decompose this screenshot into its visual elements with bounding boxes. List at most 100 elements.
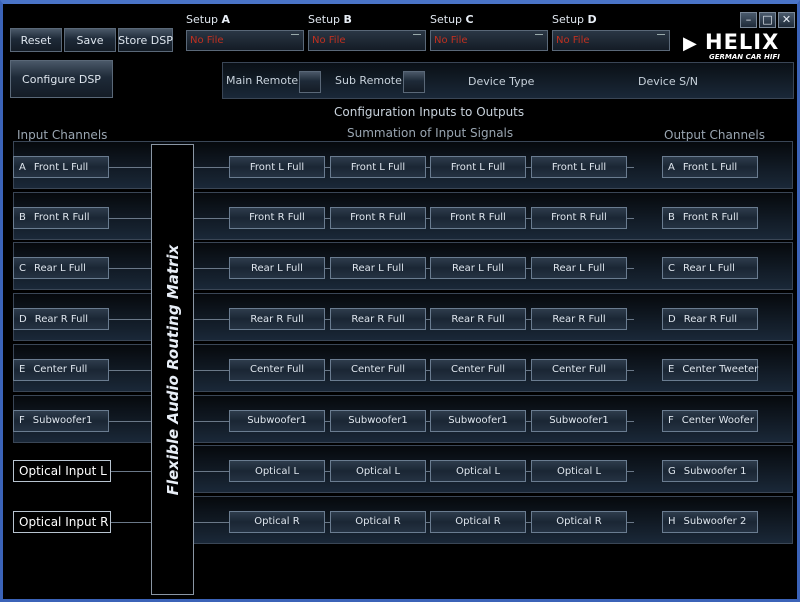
channel-label: Front R Full bbox=[33, 212, 90, 224]
summation-slot[interactable]: Rear L Full bbox=[531, 257, 627, 280]
setup-letter: A bbox=[221, 13, 231, 26]
channel-label: Center Tweeter bbox=[682, 364, 759, 376]
summation-slot[interactable]: Subwoofer1 bbox=[531, 409, 627, 432]
optical-input[interactable]: Optical Input L bbox=[13, 460, 111, 483]
routing-matrix-button[interactable]: Flexible Audio Routing Matrix bbox=[151, 144, 194, 595]
channel-label: Front L Full bbox=[33, 161, 89, 173]
output-channel-b[interactable]: B Front R Full bbox=[662, 206, 758, 229]
channel-label: Subwoofer 2 bbox=[683, 516, 747, 528]
channel-label: Center Woofer bbox=[681, 415, 754, 426]
setup-prefix: Setup bbox=[308, 13, 341, 26]
channel-label: Rear L Full bbox=[682, 262, 735, 274]
summation-slot[interactable]: Rear R Full bbox=[430, 308, 526, 331]
summation-slot[interactable]: Front R Full bbox=[430, 206, 526, 229]
channel-label: Rear R Full bbox=[683, 313, 737, 325]
channel-label: Front R Full bbox=[682, 212, 739, 224]
summation-slot[interactable]: Front R Full bbox=[229, 206, 325, 229]
input-channel-d[interactable]: D Rear R Full bbox=[13, 308, 109, 331]
summation-slot[interactable]: Optical R bbox=[229, 510, 325, 533]
channel-key: A bbox=[668, 161, 675, 173]
summation-slot[interactable]: Optical L bbox=[531, 460, 627, 483]
input-channel-f[interactable]: F Subwoofer1 bbox=[13, 409, 109, 432]
input-channels-heading: Input Channels bbox=[17, 128, 108, 142]
summation-slot[interactable]: Rear L Full bbox=[430, 257, 526, 280]
summation-slot[interactable]: Front L Full bbox=[531, 156, 627, 178]
summation-slot[interactable]: Optical L bbox=[229, 460, 325, 483]
summation-slot[interactable]: Center Full bbox=[229, 358, 325, 381]
setup-c-file[interactable]: No File bbox=[430, 30, 548, 51]
input-channel-b[interactable]: B Front R Full bbox=[13, 206, 109, 229]
setup-prefix: Setup bbox=[552, 13, 585, 26]
summation-slot[interactable]: Center Full bbox=[330, 358, 426, 381]
channel-key: G bbox=[668, 465, 676, 477]
summation-slot[interactable]: Center Full bbox=[531, 358, 627, 381]
sub-remote-toggle[interactable] bbox=[403, 71, 425, 93]
device-type-label: Device Type bbox=[468, 75, 535, 88]
summation-slot[interactable]: Center Full bbox=[430, 358, 526, 381]
sub-remote-label: Sub Remote bbox=[335, 74, 402, 87]
channel-key: D bbox=[668, 313, 676, 325]
setup-a-label: Setup A bbox=[186, 13, 230, 26]
summation-slot[interactable]: Subwoofer1 bbox=[229, 409, 325, 432]
minimize-icon[interactable]: – bbox=[740, 12, 757, 28]
reset-button[interactable]: Reset bbox=[10, 28, 62, 52]
summation-slot[interactable]: Front L Full bbox=[430, 156, 526, 178]
output-channel-a[interactable]: A Front L Full bbox=[662, 156, 758, 178]
summation-slot[interactable]: Optical L bbox=[430, 460, 526, 483]
channel-key: B bbox=[668, 212, 675, 224]
device-panel: Main Remote Sub Remote Device Type Devic… bbox=[222, 62, 794, 99]
summation-slot[interactable]: Rear L Full bbox=[330, 257, 426, 280]
setup-d-file[interactable]: No File bbox=[552, 30, 670, 51]
summation-slot[interactable]: Front R Full bbox=[531, 206, 627, 229]
config-heading: Configuration Inputs to Outputs bbox=[334, 105, 525, 119]
summation-slot[interactable]: Optical R bbox=[430, 510, 526, 533]
setup-c-label: Setup C bbox=[430, 13, 474, 26]
summation-slot[interactable]: Subwoofer1 bbox=[430, 409, 526, 432]
setup-prefix: Setup bbox=[430, 13, 463, 26]
output-channel-h[interactable]: H Subwoofer 2 bbox=[662, 510, 758, 533]
summation-slot[interactable]: Rear R Full bbox=[229, 308, 325, 331]
channel-label: Rear L Full bbox=[33, 262, 86, 274]
setup-a-file[interactable]: No File bbox=[186, 30, 304, 51]
summation-slot[interactable]: Optical L bbox=[330, 460, 426, 483]
summation-slot[interactable]: Front L Full bbox=[229, 156, 325, 178]
optical-input[interactable]: Optical Input R bbox=[13, 510, 111, 533]
setup-b-file[interactable]: No File bbox=[308, 30, 426, 51]
output-channel-c[interactable]: C Rear L Full bbox=[662, 257, 758, 280]
channel-key: E bbox=[668, 364, 675, 376]
summation-slot[interactable]: Rear R Full bbox=[330, 308, 426, 331]
output-channel-f[interactable]: F Center Woofer bbox=[662, 409, 758, 432]
summation-slot[interactable]: Optical R bbox=[531, 510, 627, 533]
output-channel-e[interactable]: E Center Tweeter bbox=[662, 358, 759, 381]
summation-heading: Summation of Input Signals bbox=[347, 126, 514, 140]
channel-label: Subwoofer1 bbox=[32, 415, 93, 426]
channel-key: C bbox=[668, 262, 675, 274]
channel-label: Center Full bbox=[33, 364, 88, 376]
summation-slot[interactable]: Subwoofer1 bbox=[330, 409, 426, 432]
save-button[interactable]: Save bbox=[64, 28, 116, 52]
channel-key: D bbox=[19, 313, 27, 325]
channel-label: Subwoofer 1 bbox=[683, 465, 747, 477]
input-channel-e[interactable]: E Center Full bbox=[13, 358, 109, 381]
summation-slot[interactable]: Rear L Full bbox=[229, 257, 325, 280]
configure-dsp-button[interactable]: Configure DSP bbox=[10, 60, 113, 98]
setup-b-label: Setup B bbox=[308, 13, 352, 26]
input-channel-a[interactable]: A Front L Full bbox=[13, 156, 109, 178]
close-icon[interactable]: ✕ bbox=[778, 12, 795, 28]
channel-key: H bbox=[668, 516, 676, 528]
input-channel-c[interactable]: C Rear L Full bbox=[13, 257, 109, 280]
setup-d-label: Setup D bbox=[552, 13, 597, 26]
summation-slot[interactable]: Rear R Full bbox=[531, 308, 627, 331]
summation-slot[interactable]: Front L Full bbox=[330, 156, 426, 178]
setup-letter: D bbox=[587, 13, 597, 26]
summation-slot[interactable]: Front R Full bbox=[330, 206, 426, 229]
summation-slot[interactable]: Optical R bbox=[330, 510, 426, 533]
store-dsp-button[interactable]: Store DSP bbox=[118, 28, 173, 52]
channel-key: B bbox=[19, 212, 26, 224]
maximize-icon[interactable]: □ bbox=[759, 12, 776, 28]
channel-label: Front L Full bbox=[682, 161, 738, 173]
output-channel-g[interactable]: G Subwoofer 1 bbox=[662, 460, 758, 483]
output-channel-d[interactable]: D Rear R Full bbox=[662, 308, 758, 331]
main-remote-toggle[interactable] bbox=[299, 71, 321, 93]
